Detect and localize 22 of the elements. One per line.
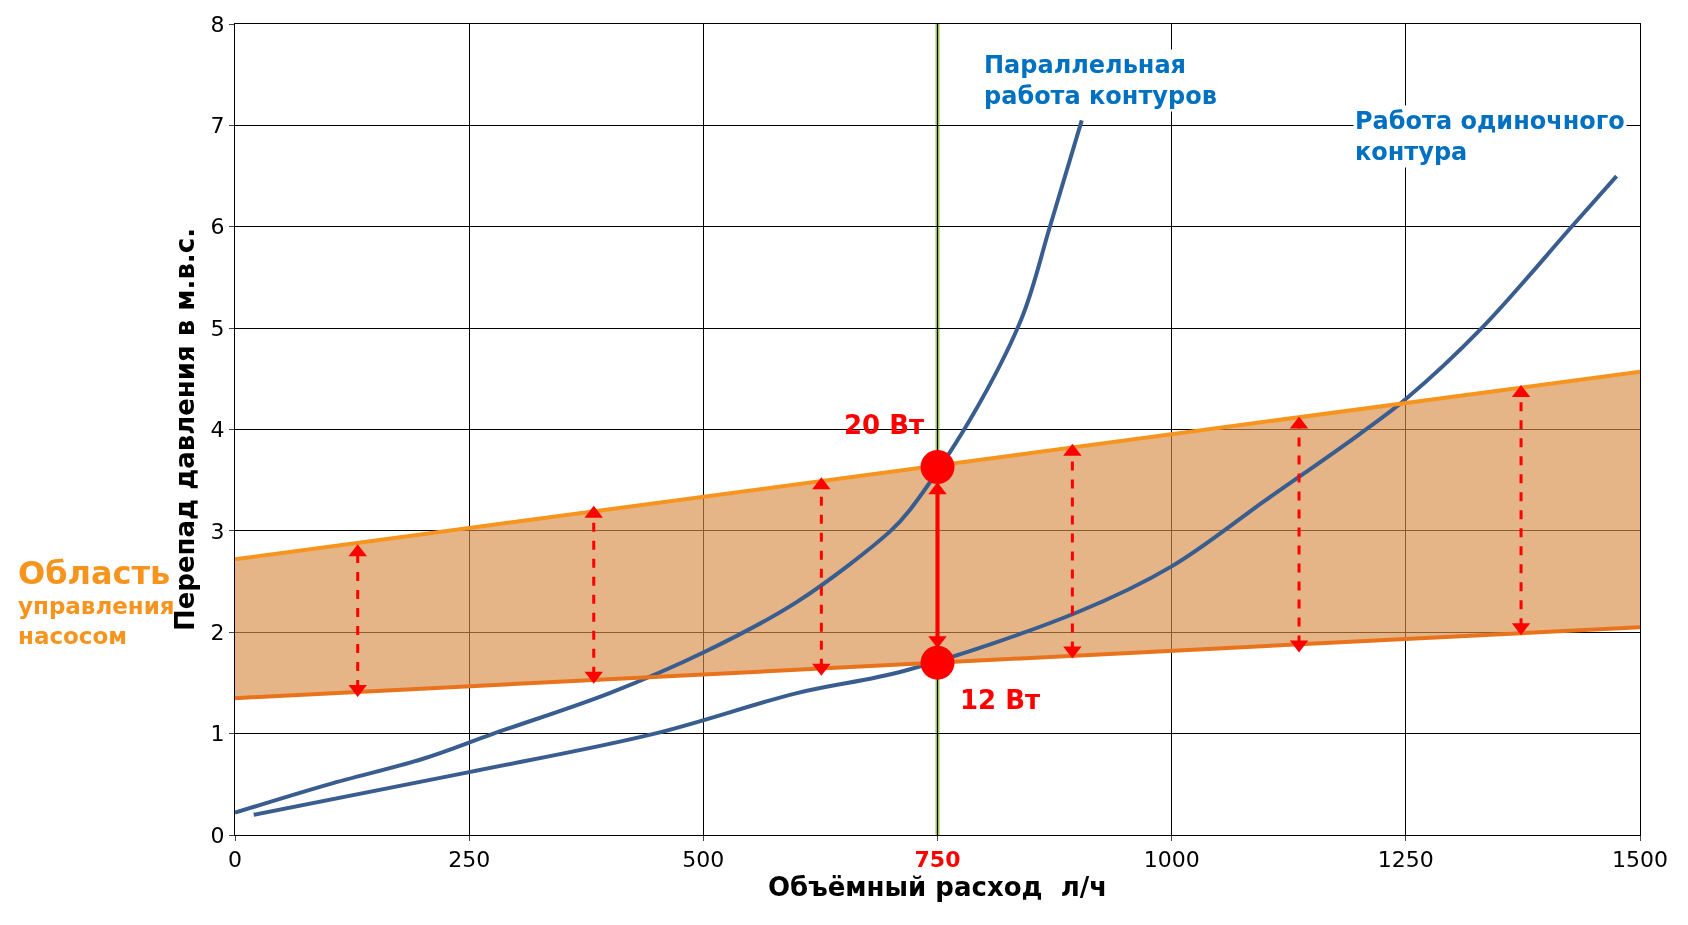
y-tick-label: 3 — [210, 518, 225, 544]
x-tick-label: 1000 — [1143, 847, 1200, 873]
y-tick-label: 2 — [210, 619, 225, 645]
x-tick-label: 1500 — [1612, 847, 1668, 873]
y-tick-label: 5 — [210, 315, 225, 341]
y-tick-label: 6 — [210, 214, 225, 240]
x-tick-label: 1250 — [1377, 847, 1434, 873]
series-label: Работа одиночного контура — [1355, 107, 1625, 167]
x-axis-title: Объёмный расход л/ч — [767, 872, 1108, 903]
y-tick-label: 1 — [210, 721, 225, 747]
x-tick-label: 500 — [682, 847, 725, 873]
x-tick-label: 250 — [448, 847, 491, 873]
line-series — [235, 118, 1084, 815]
y-tick-label: 8 — [210, 11, 225, 37]
annotation: 12 Вт — [960, 685, 1041, 715]
line-series — [251, 174, 1619, 817]
y-tick-label: 4 — [210, 417, 225, 443]
y-tick-label: 7 — [210, 113, 225, 139]
series-label: Параллельная работа контуров — [984, 51, 1217, 111]
y-tick-label: 0 — [210, 822, 225, 848]
x-tick-label: 750 — [914, 847, 961, 873]
x-tick-label: 0 — [228, 847, 242, 873]
